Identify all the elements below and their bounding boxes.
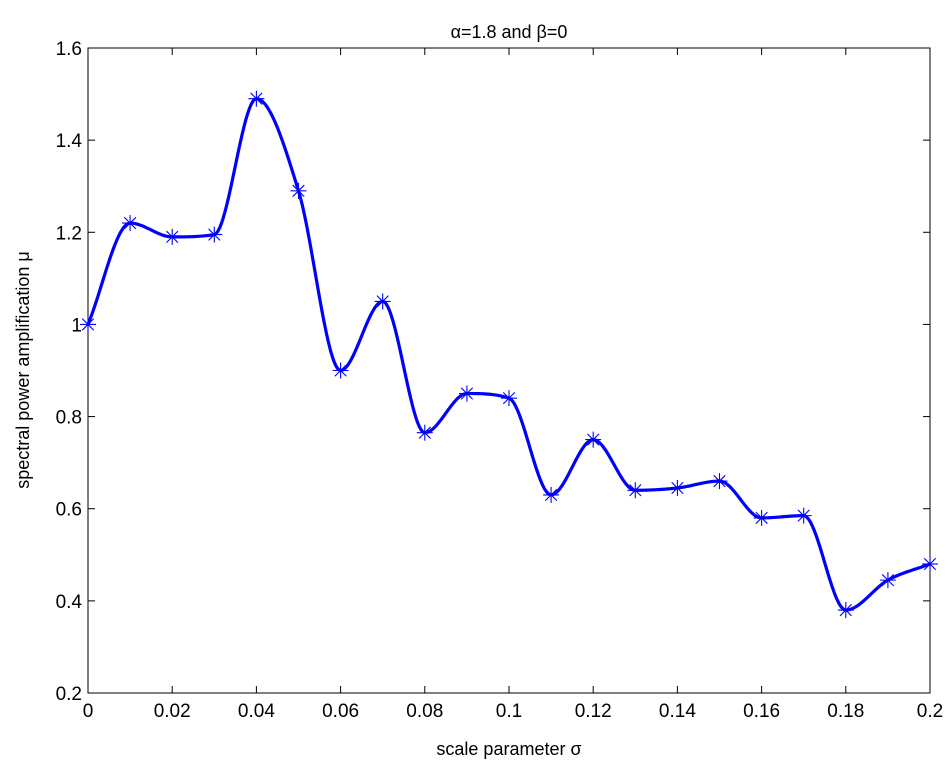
data-point-marker	[332, 362, 349, 379]
x-tick-label: 0.16	[743, 701, 780, 722]
y-tick-label: 1.2	[56, 223, 82, 244]
data-point-marker	[543, 486, 560, 503]
data-point-marker	[837, 602, 854, 619]
data-point-marker	[879, 572, 896, 589]
data-point-marker	[80, 316, 96, 333]
data-point-marker	[248, 90, 265, 107]
y-axis-label: spectral power amplification μ	[13, 251, 33, 488]
y-tick-labels: 0.2 0.4 0.6 0.8 1 1.2 1.4 1.6	[56, 39, 83, 705]
data-point-marker	[122, 215, 139, 232]
tick-marks	[87, 47, 931, 694]
series-markers	[80, 90, 938, 619]
data-point-marker	[669, 479, 686, 496]
x-tick-label: 0.14	[659, 701, 696, 722]
x-tick-label: 0	[83, 701, 94, 722]
data-point-marker	[795, 507, 812, 524]
chart-title: α=1.8 and β=0	[451, 22, 568, 42]
plot-area	[87, 47, 931, 694]
y-tick-label: 1	[71, 315, 82, 336]
data-point-marker	[627, 482, 644, 499]
data-point-marker	[458, 385, 475, 402]
y-tick-label: 0.2	[56, 684, 82, 705]
data-point-marker	[164, 228, 181, 245]
x-tick-labels: 0 0.02 0.04 0.06 0.08 0.1 0.12 0.14 0.16 0.18 0.2	[83, 701, 944, 722]
x-tick-label: 0.18	[827, 701, 864, 722]
y-tick-label: 0.4	[56, 592, 83, 613]
x-axis-label: scale parameter σ	[436, 739, 581, 759]
x-tick-label: 0.12	[575, 701, 612, 722]
y-tick-label: 1.6	[56, 39, 82, 60]
x-tick-label: 0.08	[406, 701, 443, 722]
data-point-marker	[711, 473, 728, 490]
x-tick-label: 0.06	[322, 701, 359, 722]
x-tick-label: 0.1	[496, 701, 522, 722]
data-point-marker	[416, 424, 433, 441]
y-tick-label: 0.6	[56, 500, 82, 521]
y-tick-label: 0.8	[56, 408, 82, 429]
data-point-marker	[753, 509, 770, 526]
data-point-marker	[501, 390, 517, 407]
data-point-marker	[922, 556, 938, 572]
data-point-marker	[290, 182, 307, 199]
data-point-marker	[206, 226, 223, 243]
x-tick-label: 0.02	[154, 701, 191, 722]
y-tick-label: 1.4	[56, 131, 83, 152]
data-point-marker	[585, 431, 602, 448]
data-point-marker	[374, 293, 391, 310]
x-tick-label: 0.2	[917, 701, 943, 722]
x-tick-label: 0.04	[238, 701, 275, 722]
